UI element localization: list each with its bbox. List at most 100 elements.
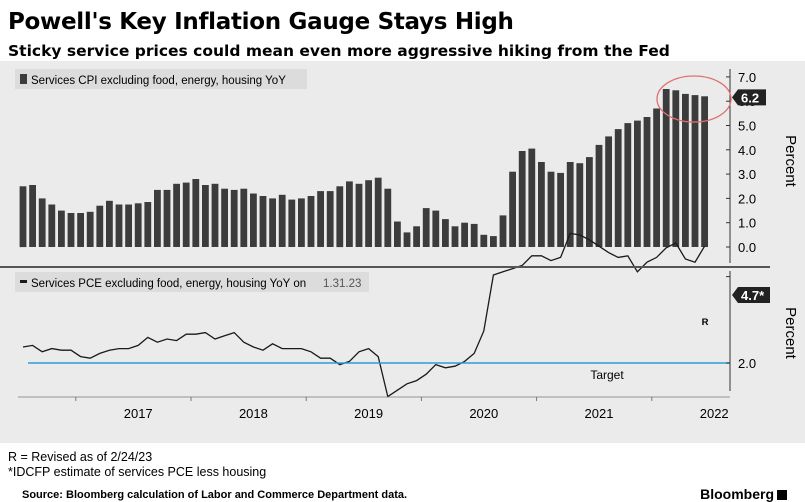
- x-tick-label: 2022: [700, 406, 729, 421]
- bloomberg-logo: Bloomberg: [700, 486, 787, 502]
- chart-svg: 7.06.05.04.03.02.01.00.02.0PercentPercen…: [0, 69, 799, 421]
- cpi-bar: [672, 90, 680, 247]
- cpi-bar: [499, 215, 507, 247]
- cpi-legend-label: Services CPI excluding food, energy, hou…: [31, 75, 286, 87]
- pce-legend: Services PCE excluding food, energy, hou…: [15, 272, 369, 292]
- cpi-last-value-badge-text: 6.2: [741, 90, 759, 105]
- chart-area: 7.06.05.04.03.02.01.00.02.0PercentPercen…: [0, 61, 805, 502]
- cpi-bar: [202, 185, 209, 247]
- cpi-bar: [413, 226, 420, 247]
- pce-legend-date: 1.31.23: [323, 278, 361, 290]
- chart-subtitle: Sticky service prices could mean even mo…: [8, 42, 670, 60]
- cpi-bar: [643, 117, 651, 247]
- cpi-bar: [355, 183, 363, 247]
- cpi-bar: [547, 171, 555, 247]
- axes: [0, 69, 770, 401]
- cpi-bar: [250, 193, 257, 247]
- cpi-bar: [374, 177, 382, 247]
- source-note: Source: Bloomberg calculation of Labor a…: [22, 489, 408, 501]
- cpi-bar: [614, 129, 622, 247]
- cpi-bar: [173, 183, 180, 247]
- cpi-legend: Services CPI excluding food, energy, hou…: [15, 69, 307, 89]
- cpi-y-tick-label: 7.0: [738, 70, 756, 85]
- cpi-bar: [259, 196, 267, 247]
- x-tick-label: 2019: [354, 406, 383, 421]
- cpi-bar: [240, 188, 248, 247]
- cpi-bar: [19, 186, 27, 248]
- cpi-bar: [336, 186, 344, 248]
- pce-last-value-badge: 4.7*: [732, 287, 770, 303]
- cpi-bar: [691, 95, 699, 247]
- revised-marker: R: [702, 317, 709, 328]
- cpi-bar: [403, 232, 411, 247]
- cpi-bar: [154, 189, 161, 247]
- pce-last-value-badge-text: 4.7*: [741, 288, 765, 303]
- cpi-y-tick-label: 2.0: [738, 191, 756, 206]
- cpi-bar: [96, 205, 104, 247]
- cpi-bar: [586, 157, 593, 247]
- cpi-bar: [490, 236, 497, 247]
- cpi-last-value-badge-shape: [732, 89, 766, 106]
- cpi-bar: [211, 183, 219, 247]
- cpi-bar: [480, 234, 488, 247]
- cpi-bar: [163, 189, 171, 247]
- cpi-bar: [144, 202, 152, 247]
- cpi-bar: [278, 194, 286, 247]
- cpi-bar: [58, 210, 65, 247]
- cpi-bar: [509, 171, 516, 247]
- pce-y-axis-title: Percent: [782, 307, 799, 360]
- cpi-bar: [528, 148, 536, 247]
- x-tick-label: 2017: [124, 406, 153, 421]
- cpi-bar: [470, 223, 478, 247]
- cpi-bar: [326, 191, 334, 247]
- cpi-bar: [624, 123, 632, 247]
- cpi-bar: [317, 191, 324, 247]
- terminal-icon: [777, 490, 787, 500]
- cpi-bar: [221, 188, 228, 247]
- cpi-bar: [125, 204, 132, 247]
- cpi-y-axis-title: Percent: [782, 135, 799, 188]
- cpi-bar: [67, 213, 75, 247]
- cpi-bar: [106, 200, 113, 247]
- chart-labels: 7.06.05.04.03.02.01.00.02.0PercentPercen…: [15, 69, 799, 421]
- highlight-circle: [656, 75, 732, 123]
- footnote-estimate: *IDCFP estimate of services PCE less hou…: [8, 465, 267, 479]
- cpi-bar: [566, 162, 574, 247]
- cpi-bar-series: [19, 89, 708, 248]
- x-tick-label: 2021: [585, 406, 614, 421]
- cpi-y-tick-label: 3.0: [738, 167, 756, 182]
- cpi-bar: [451, 226, 459, 247]
- cpi-bar: [269, 198, 276, 247]
- cpi-bar: [394, 221, 401, 247]
- cpi-legend-bg: [15, 69, 307, 89]
- cpi-bar: [384, 188, 392, 247]
- pce-legend-swatch: [20, 280, 27, 283]
- cpi-bar: [518, 151, 526, 247]
- cpi-bar: [298, 198, 305, 247]
- cpi-bar: [461, 222, 468, 247]
- cpi-bar: [192, 179, 200, 247]
- cpi-bar: [538, 162, 545, 247]
- cpi-bar: [182, 182, 190, 247]
- cpi-bar: [230, 189, 238, 247]
- pce-legend-label: Services PCE excluding food, energy, hou…: [31, 278, 306, 290]
- cpi-bar: [432, 210, 440, 247]
- cpi-bar: [29, 185, 36, 247]
- cpi-last-value-badge: 6.2: [732, 89, 766, 106]
- target-label: Target: [590, 368, 624, 382]
- cpi-bar: [48, 204, 56, 247]
- cpi-bar: [682, 93, 689, 248]
- cpi-bar: [595, 144, 603, 247]
- cpi-bar: [134, 203, 142, 247]
- pce-legend-bg: [15, 272, 369, 292]
- cpi-bar: [346, 181, 353, 247]
- cpi-bar: [86, 211, 94, 247]
- cpi-y-tick-label: 4.0: [738, 143, 756, 158]
- cpi-bar: [576, 163, 584, 247]
- x-tick-label: 2020: [469, 406, 498, 421]
- cpi-bar: [38, 198, 46, 247]
- cpi-y-tick-label: 1.0: [738, 216, 756, 231]
- pce-last-value-badge-shape: [732, 287, 770, 303]
- cpi-bar: [653, 108, 660, 247]
- cpi-bar: [634, 120, 641, 247]
